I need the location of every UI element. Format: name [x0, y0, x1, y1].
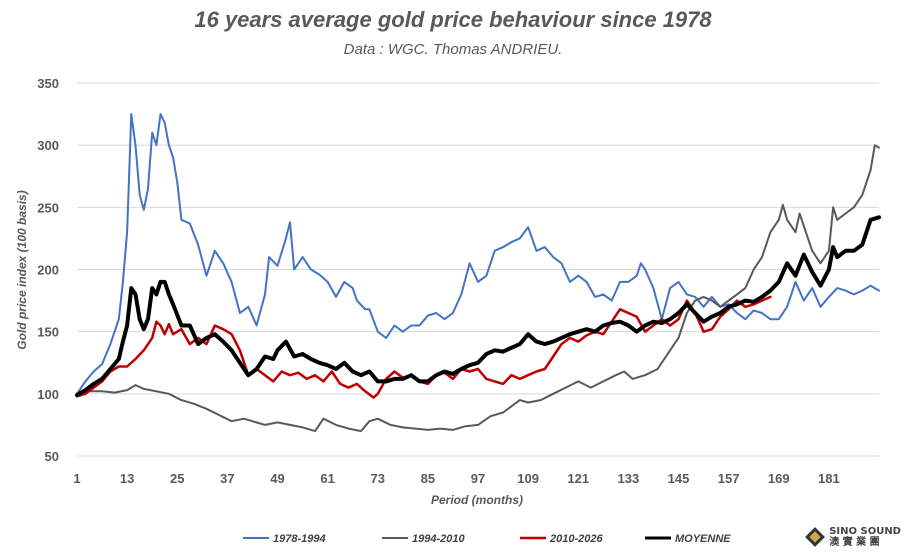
x-tick-label: 25: [170, 471, 184, 486]
x-axis-label: Period (months): [431, 493, 523, 507]
x-tick-label: 181: [818, 471, 840, 486]
x-tick-label: 157: [718, 471, 740, 486]
y-tick-label: 50: [45, 449, 59, 464]
series-line-1978-1994: [76, 113, 880, 395]
x-tick-label: 13: [120, 471, 134, 486]
y-tick-label: 150: [37, 325, 59, 340]
watermark-sub: 澳 實 業 團: [829, 537, 880, 548]
x-tick-label: 61: [320, 471, 334, 486]
chart-title: 16 years average gold price behaviour si…: [194, 7, 712, 32]
y-tick-label: 100: [37, 387, 59, 402]
sino-sound-logo-icon: [805, 527, 826, 547]
x-tick-label: 121: [567, 471, 589, 486]
x-tick-label: 85: [421, 471, 435, 486]
x-tick-label: 49: [270, 471, 284, 486]
y-tick-label: 300: [37, 138, 59, 153]
legend-label-1978-1994: 1978-1994: [273, 533, 326, 545]
x-tick-label: 109: [517, 471, 539, 486]
x-tick-label: 1: [73, 471, 80, 486]
series-line-1994-2010: [76, 144, 880, 433]
y-axis-label: Gold price index (100 basis): [15, 190, 29, 349]
y-axis-ticks: 50 100 150 200 250 300 350: [37, 76, 59, 464]
watermark-brand: SINO SOUND: [829, 526, 901, 537]
watermark: SINO SOUND 澳 實 業 團: [804, 526, 901, 548]
y-tick-label: 250: [37, 200, 59, 215]
x-tick-label: 97: [471, 471, 485, 486]
series-layer: [75, 113, 881, 433]
legend: 1978-1994 1994-2010 2010-2026 MOYENNE: [243, 533, 731, 545]
x-tick-label: 73: [371, 471, 385, 486]
y-tick-label: 200: [37, 263, 59, 278]
x-axis-ticks: 1 13 25 37 49 61 73 85 97 109 121 133 145 157 169 181: [73, 471, 839, 486]
legend-label-2010-2026: 2010-2026: [549, 533, 603, 545]
legend-label-moyenne: MOYENNE: [675, 533, 731, 545]
chart-subtitle: Data : WGC. Thomas ANDRIEU.: [344, 41, 563, 58]
x-tick-label: 37: [220, 471, 234, 486]
x-tick-label: 145: [668, 471, 690, 486]
y-tick-label: 350: [37, 76, 59, 91]
series-line-moyenne: [75, 215, 881, 398]
legend-label-1994-2010: 1994-2010: [412, 533, 465, 545]
grid-layer: [77, 82, 879, 457]
x-tick-label: 133: [618, 471, 640, 486]
x-tick-label: 169: [768, 471, 790, 486]
